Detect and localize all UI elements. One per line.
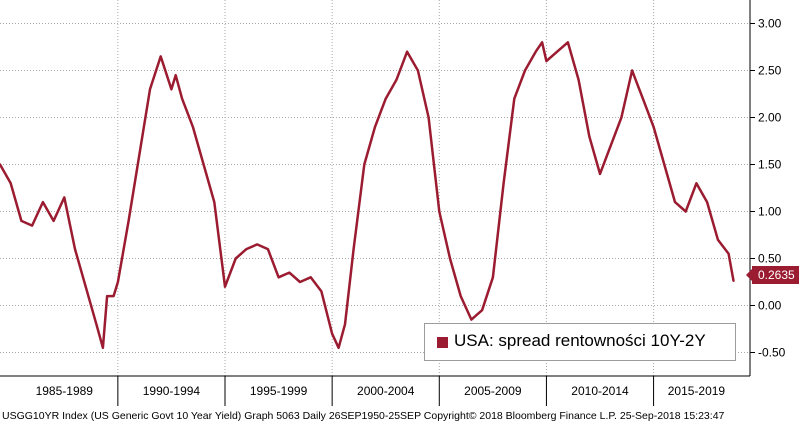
footer-caption: USGG10YR Index (US Generic Govt 10 Year …	[2, 410, 725, 422]
y-tick-label: 0.50	[758, 252, 782, 266]
x-tick-label: 1985-1989	[36, 384, 94, 398]
y-tick-label: 3.00	[758, 17, 782, 31]
x-tick-label: 2000-2004	[357, 384, 415, 398]
x-tick-label: 2005-2009	[464, 384, 522, 398]
x-tick-label: 2015-2019	[668, 384, 726, 398]
x-tick-label: 1995-1999	[250, 384, 308, 398]
y-tick-label: -0.50	[758, 346, 786, 360]
y-tick-label: 1.00	[758, 205, 782, 219]
y-tick-label: 2.50	[758, 64, 782, 78]
legend-swatch	[437, 337, 448, 348]
series-layer	[0, 41, 735, 350]
y-tick-label: 2.00	[758, 111, 782, 125]
last-value-tag: 0.2635	[746, 266, 799, 284]
grid-layer	[0, 0, 750, 376]
x-tick-label: 2010-2014	[571, 384, 629, 398]
axis-layer	[0, 0, 755, 406]
x-tick-label: 1990-1994	[143, 384, 201, 398]
legend-label: USA: spread rentowności 10Y-2Y	[454, 331, 706, 350]
label-layer: -0.50 0.00 0.50 1.00 1.50 2.00 2.50 3.00 1985-19…	[36, 17, 786, 399]
y-tick-label: 0.00	[758, 299, 782, 313]
legend: USA: spread rentowności 10Y-2Y	[424, 323, 736, 361]
y-tick-label: 1.50	[758, 158, 782, 172]
series-line	[0, 41, 735, 350]
